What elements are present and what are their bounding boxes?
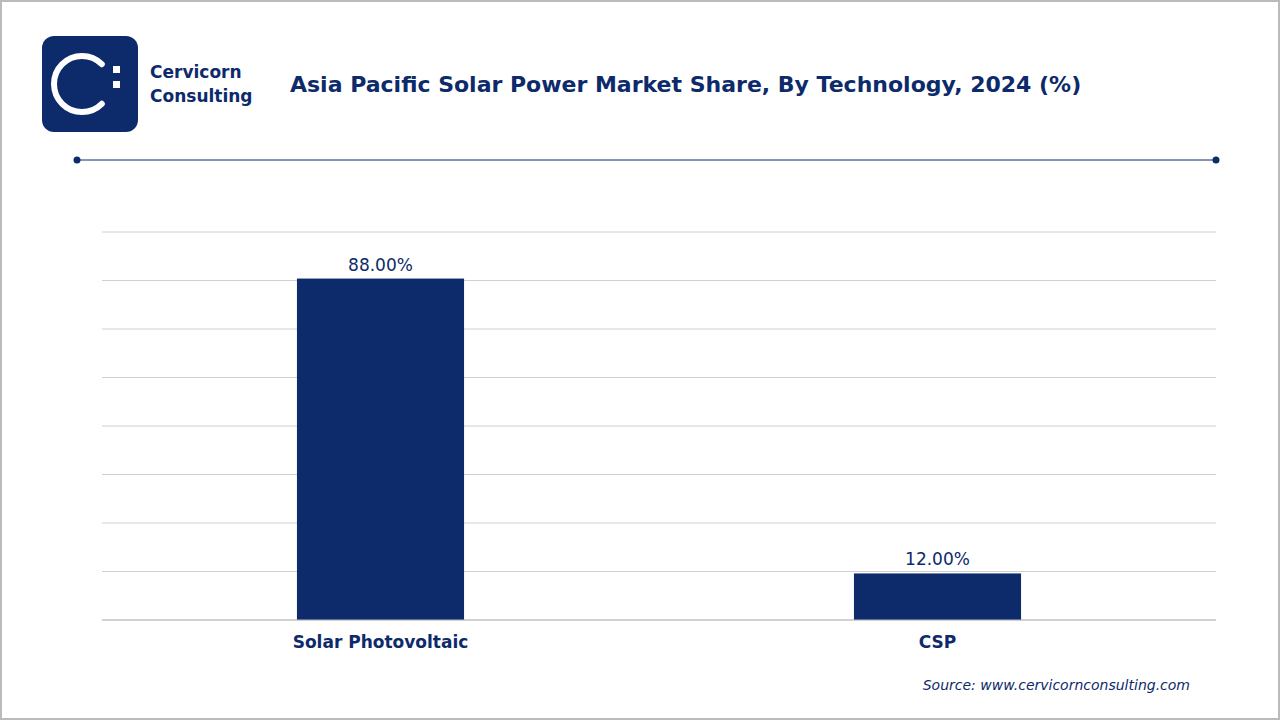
- grid-line: [102, 329, 1216, 330]
- grid-line: [102, 523, 1216, 524]
- logo-square: [113, 66, 120, 73]
- grid-line: [102, 377, 1216, 378]
- grid-line: [102, 620, 1216, 621]
- separator: [77, 160, 1216, 161]
- company-name: Consulting: [150, 86, 253, 106]
- data-label: 88.00%: [348, 255, 413, 275]
- separator-dot: [1213, 157, 1220, 164]
- grid-line: [102, 280, 1216, 281]
- x-tick-label: CSP: [919, 632, 957, 652]
- bar: [297, 279, 464, 620]
- grid-line: [102, 232, 1216, 233]
- logo-square: [113, 81, 120, 88]
- source-text: Source: www.cervicornconsulting.com: [923, 677, 1190, 693]
- labels: 88.00% 12.00%: [348, 255, 970, 570]
- grid-line: [102, 426, 1216, 427]
- company-name: Cervicorn: [150, 62, 242, 82]
- data-label: 12.00%: [905, 549, 970, 569]
- chart-container: Cervicorn Consulting Asia Pacific Solar Po…: [0, 0, 1280, 720]
- x-tick-label: Solar Photovoltaic: [293, 632, 469, 652]
- logo-background: [42, 36, 138, 132]
- x-axis-line: [102, 620, 1216, 621]
- logo-arc: [54, 56, 102, 112]
- bars: [297, 279, 1021, 620]
- grid: [102, 232, 1216, 620]
- logo: [42, 36, 138, 132]
- chart-svg: Cervicorn Consulting Asia Pacific Solar Po…: [0, 0, 1280, 720]
- grid-line: [102, 571, 1216, 572]
- bar: [854, 573, 1021, 620]
- grid-line: [102, 474, 1216, 475]
- separator-dot: [74, 157, 81, 164]
- chart-title: Asia Pacific Solar Power Market Share, B…: [290, 72, 1081, 97]
- page-border: [1, 1, 1279, 719]
